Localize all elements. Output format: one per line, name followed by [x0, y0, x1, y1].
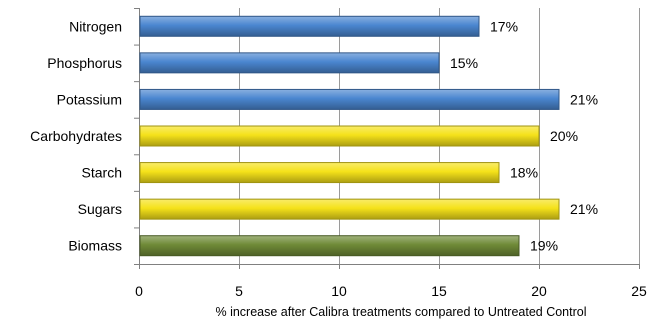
bars — [139, 15, 560, 257]
x-axis-title: % increase after Calibra treatments comp… — [215, 305, 586, 319]
category-label: Phosphorus — [47, 55, 122, 71]
bar-nitrogen — [139, 15, 480, 37]
x-tick-label: 25 — [631, 283, 647, 299]
x-tick-label: 20 — [531, 283, 547, 299]
x-tick-label: 15 — [431, 283, 447, 299]
category-labels: Nitrogen Phosphorus Potassium Carbohydrates… — [30, 18, 122, 253]
data-label: 15% — [450, 55, 478, 71]
category-label: Nitrogen — [69, 18, 122, 34]
data-label: 21% — [570, 201, 598, 217]
category-label: Biomass — [68, 238, 122, 254]
data-label: 19% — [530, 238, 558, 254]
bar-biomass — [139, 235, 520, 257]
category-label: Starch — [82, 165, 122, 181]
x-tick-labels: 0 5 10 15 20 25 — [135, 283, 647, 299]
bar-potassium — [139, 88, 560, 110]
category-label: Potassium — [57, 91, 122, 107]
data-label: 17% — [490, 18, 518, 34]
x-tick-label: 10 — [331, 283, 347, 299]
data-labels: 17% 15% 21% 20% 18% 21% 19% — [450, 18, 598, 253]
bar-sugars — [139, 198, 560, 220]
x-tick-label: 0 — [135, 283, 143, 299]
data-label: 18% — [510, 165, 538, 181]
bar-carbohydrates — [139, 125, 540, 147]
category-label: Sugars — [78, 201, 122, 217]
x-tick-label: 5 — [235, 283, 243, 299]
category-label: Carbohydrates — [30, 128, 122, 144]
bar-starch — [139, 162, 500, 184]
data-label: 20% — [550, 128, 578, 144]
data-label: 21% — [570, 91, 598, 107]
bar-phosphorus — [139, 52, 440, 74]
